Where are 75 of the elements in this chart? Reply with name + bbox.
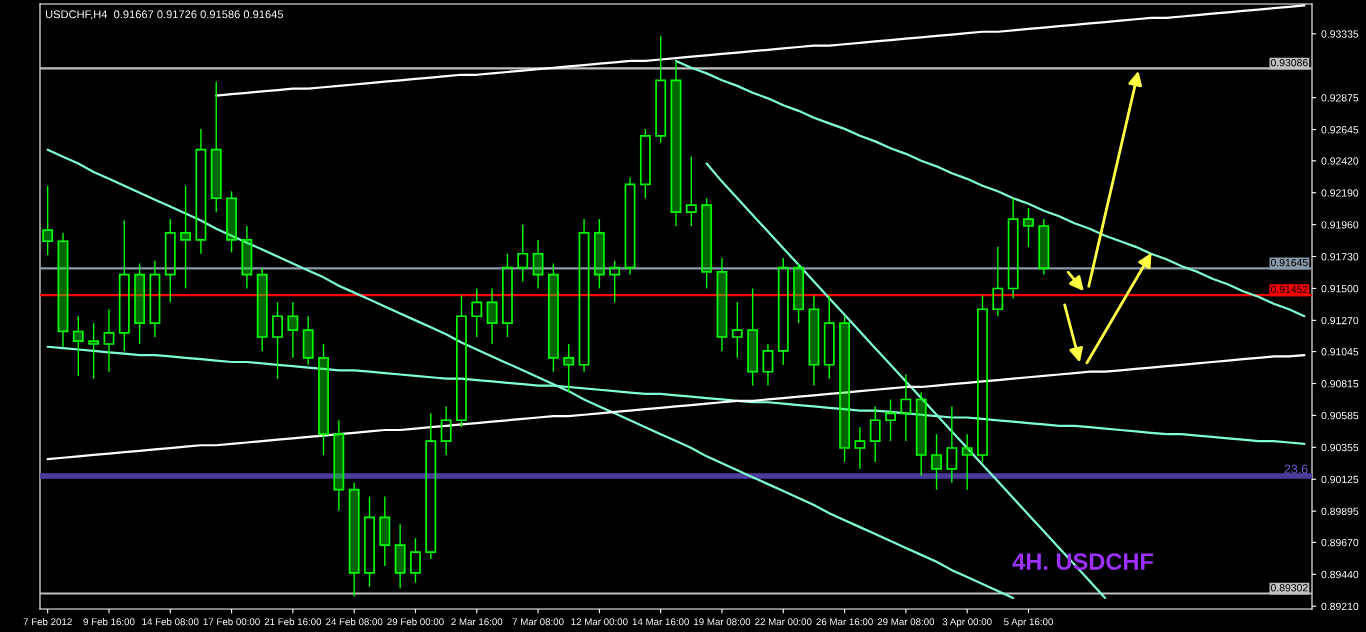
y-tick-label: 0.91500 (1321, 284, 1359, 293)
candlestick (118, 219, 130, 352)
candlestick (149, 260, 161, 338)
candlestick (670, 60, 682, 227)
y-tick-label: 0.89440 (1321, 570, 1359, 579)
chart-title: USDCHF,H4 0.91667 0.91726 0.91586 0.91645 (45, 10, 284, 20)
candlestick (624, 176, 636, 276)
candlestick (854, 426, 866, 470)
y-tick-label: 0.90585 (1321, 411, 1359, 420)
y-tick-label: 0.93335 (1321, 30, 1359, 38)
candlestick (241, 225, 253, 290)
x-tick-label: 14 Mar 16:00 (632, 618, 689, 626)
x-tick-label: 22 Mar 00:00 (755, 618, 812, 626)
candlestick (195, 128, 207, 255)
candlestick (57, 232, 69, 348)
ref-line-label: 0.91452 (1270, 285, 1308, 294)
x-tick-label: 3 Apr 00:00 (942, 618, 992, 628)
y-tick-label: 0.89210 (1321, 602, 1359, 611)
y-tick-label: 0.91045 (1321, 348, 1359, 356)
y-tick-label: 0.92420 (1321, 157, 1359, 165)
y-tick-label: 0.91730 (1321, 253, 1359, 261)
y-tick-label: 0.90125 (1321, 475, 1359, 484)
x-tick-label: 14 Feb 08:00 (142, 618, 199, 626)
ref-line-label: 0.93086 (1270, 58, 1308, 67)
candlestick (992, 246, 1004, 317)
candlestick (1038, 218, 1050, 276)
candlestick (931, 433, 942, 491)
candlestick (532, 239, 544, 290)
candlestick (961, 433, 973, 491)
candlestick (180, 185, 192, 290)
x-tick-label: 24 Feb 08:00 (326, 618, 383, 626)
candlestick (900, 373, 912, 442)
candlestick (716, 257, 728, 352)
candlestick (440, 405, 452, 456)
x-tick-label: 17 Feb 00:00 (203, 618, 260, 626)
y-tick-label: 0.89895 (1321, 507, 1359, 516)
x-tick-label: 26 Mar 16:00 (816, 618, 873, 626)
candlestick (88, 322, 100, 380)
x-tick-label: 12 Mar 00:00 (571, 618, 628, 626)
line-series (46, 353, 1306, 461)
ref-line-label: 0.89302 (1270, 584, 1308, 592)
y-tick-label: 0.91270 (1321, 316, 1359, 325)
y-tick-label: 0.89670 (1321, 538, 1359, 547)
x-tick-label: 29 Mar 08:00 (877, 618, 935, 626)
candlestick (486, 287, 498, 345)
x-tick-label: 19 Mar 08:00 (694, 618, 751, 626)
x-tick-label: 2 Mar 16:00 (451, 618, 503, 626)
candlestick (808, 294, 820, 387)
y-tick-label: 0.92190 (1321, 189, 1359, 197)
y-tick-label: 0.90815 (1321, 380, 1359, 388)
candlestick (1007, 197, 1019, 299)
x-tick-label: 7 Mar 08:00 (512, 618, 564, 626)
candlestick (394, 523, 406, 589)
y-tick-label: 0.90355 (1321, 443, 1359, 452)
candlestick (731, 301, 743, 359)
annotation: 23.6 (1284, 464, 1308, 474)
candlestick (379, 495, 391, 567)
y-tick-label: 0.91960 (1321, 221, 1359, 229)
candlestick (103, 308, 115, 373)
candlestick (302, 315, 314, 366)
candlestick (762, 343, 774, 387)
candlestick (578, 218, 590, 373)
candlestick (348, 482, 360, 598)
candlestick (287, 301, 299, 359)
candlestick (946, 405, 958, 484)
ref-line-label: 0.91645 (1270, 258, 1308, 267)
candlestick (333, 419, 345, 512)
y-tick-label: 0.92875 (1321, 94, 1359, 102)
x-tick-label: 7 Feb 2012 (23, 618, 72, 626)
line-series (674, 59, 1306, 318)
x-tick-label: 29 Feb 00:00 (387, 618, 444, 626)
x-tick-label: 9 Feb 16:00 (83, 618, 135, 626)
y-tick-label: 0.92645 (1321, 126, 1359, 134)
x-tick-label: 5 Apr 16:00 (1004, 618, 1053, 628)
x-tick-label: 21 Feb 16:00 (264, 618, 322, 626)
